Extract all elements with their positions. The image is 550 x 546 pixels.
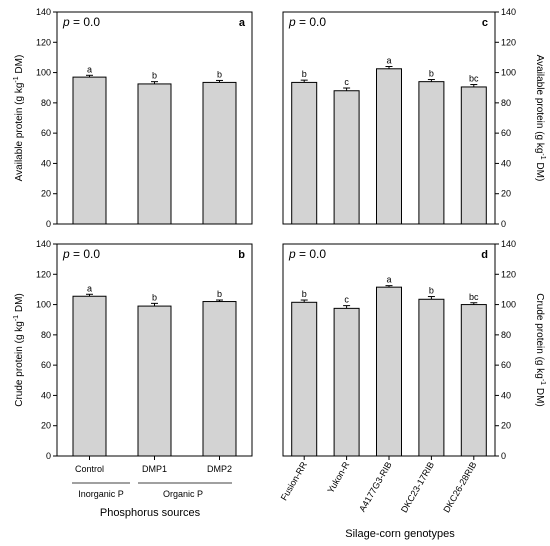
y-tick-label: 80 bbox=[501, 330, 511, 340]
significance-letter: b bbox=[152, 71, 157, 81]
significance-letter: b bbox=[302, 289, 307, 299]
x-axis-title-left: Phosphorus sources bbox=[100, 507, 201, 519]
y-tick-label: 140 bbox=[36, 7, 51, 17]
bar bbox=[202, 81, 237, 225]
category-label: Fusion-RR bbox=[279, 460, 309, 503]
y-axis-label: Available protein (g kg-1 DM) bbox=[534, 55, 546, 182]
significance-letter: b bbox=[429, 69, 434, 79]
y-tick-label: 140 bbox=[501, 7, 516, 17]
panel-c: 0 20 40 60 80 100 120 140 Available protein (g k… bbox=[282, 7, 546, 229]
y-tick-label: 40 bbox=[41, 158, 51, 168]
y-tick-label: 120 bbox=[36, 37, 51, 47]
category-label: A4177G3-RIB bbox=[357, 460, 394, 514]
y-tick-label: 0 bbox=[501, 451, 506, 461]
bar bbox=[291, 301, 318, 457]
significance-letter: a bbox=[87, 283, 92, 293]
category-label: DMP2 bbox=[207, 464, 232, 474]
panel-letter: b bbox=[238, 249, 245, 261]
y-tick-label: 60 bbox=[41, 128, 51, 138]
panel-b: 0 20 40 60 80 100 120 140 Crude protein (g kg-1 … bbox=[13, 239, 253, 474]
y-tick-label: 120 bbox=[501, 37, 516, 47]
y-tick-label: 20 bbox=[41, 421, 51, 431]
y-tick-label: 40 bbox=[501, 390, 511, 400]
bar bbox=[460, 86, 487, 225]
p-value-label: p = 0.0 bbox=[62, 15, 100, 29]
group-label-inorganic: Inorganic P bbox=[78, 489, 124, 499]
category-label: DMP1 bbox=[142, 464, 167, 474]
bar bbox=[460, 304, 487, 457]
bar bbox=[333, 90, 360, 225]
y-tick-label: 60 bbox=[501, 128, 511, 138]
category-label: DKC26-28RIB bbox=[441, 460, 478, 514]
category-label: Control bbox=[75, 464, 104, 474]
y-tick-label: 0 bbox=[501, 219, 506, 229]
significance-letter: b bbox=[217, 69, 222, 79]
y-tick-label: 140 bbox=[501, 239, 516, 249]
bar bbox=[418, 298, 445, 457]
bar bbox=[72, 295, 107, 457]
bar bbox=[202, 301, 237, 457]
y-tick-label: 100 bbox=[501, 68, 516, 78]
x-axis-title-right: Silage-corn genotypes bbox=[345, 528, 455, 540]
bar bbox=[376, 286, 402, 457]
y-axis-label: Available protein (g kg-1 DM) bbox=[13, 55, 25, 182]
p-value-label: p = 0.0 bbox=[288, 15, 326, 29]
y-tick-label: 140 bbox=[36, 239, 51, 249]
significance-letter: c bbox=[344, 295, 349, 305]
significance-letter: a bbox=[386, 275, 391, 285]
significance-letter: bc bbox=[469, 74, 479, 84]
y-tick-label: 100 bbox=[36, 300, 51, 310]
y-tick-label: 20 bbox=[501, 421, 511, 431]
significance-letter: b bbox=[429, 286, 434, 296]
category-label: Yukon-R bbox=[325, 460, 351, 495]
bar bbox=[376, 68, 402, 225]
y-tick-label: 60 bbox=[41, 360, 51, 370]
y-tick-label: 80 bbox=[41, 330, 51, 340]
y-tick-label: 60 bbox=[501, 360, 511, 370]
y-tick-label: 20 bbox=[501, 189, 511, 199]
bar bbox=[137, 83, 172, 225]
panel-letter: d bbox=[481, 249, 488, 261]
y-tick-label: 80 bbox=[501, 98, 511, 108]
significance-letter: b bbox=[302, 69, 307, 79]
significance-letter: bc bbox=[469, 292, 479, 302]
y-tick-label: 100 bbox=[36, 68, 51, 78]
significance-letter: a bbox=[87, 64, 92, 74]
panel-d: 0 20 40 60 80 100 120 140 Crude protein (g kg-1 … bbox=[279, 239, 546, 514]
panel-letter: c bbox=[482, 17, 488, 29]
y-tick-label: 40 bbox=[501, 158, 511, 168]
significance-letter: a bbox=[386, 56, 391, 66]
bar bbox=[333, 307, 360, 457]
y-tick-label: 0 bbox=[46, 219, 51, 229]
y-tick-label: 40 bbox=[41, 390, 51, 400]
panel-letter: a bbox=[239, 17, 246, 29]
y-tick-label: 120 bbox=[501, 269, 516, 279]
bar bbox=[137, 305, 172, 457]
y-axis-label: Crude protein (g kg-1 DM) bbox=[13, 293, 25, 407]
y-tick-label: 20 bbox=[41, 189, 51, 199]
bar bbox=[418, 81, 445, 225]
p-value-label: p = 0.0 bbox=[288, 247, 326, 261]
panel-a: 0 20 40 60 80 100 120 140 Available protein (g k… bbox=[13, 7, 253, 229]
y-tick-label: 100 bbox=[501, 300, 516, 310]
y-axis-label: Crude protein (g kg-1 DM) bbox=[534, 293, 546, 407]
significance-letter: b bbox=[152, 292, 157, 302]
bar bbox=[72, 76, 107, 225]
bar bbox=[291, 81, 318, 225]
significance-letter: b bbox=[217, 289, 222, 299]
y-tick-label: 80 bbox=[41, 98, 51, 108]
group-label-organic: Organic P bbox=[163, 489, 203, 499]
y-tick-label: 120 bbox=[36, 269, 51, 279]
category-label: DKC23-17RIB bbox=[399, 460, 436, 514]
y-tick-label: 0 bbox=[46, 451, 51, 461]
significance-letter: c bbox=[344, 77, 349, 87]
p-value-label: p = 0.0 bbox=[62, 247, 100, 261]
